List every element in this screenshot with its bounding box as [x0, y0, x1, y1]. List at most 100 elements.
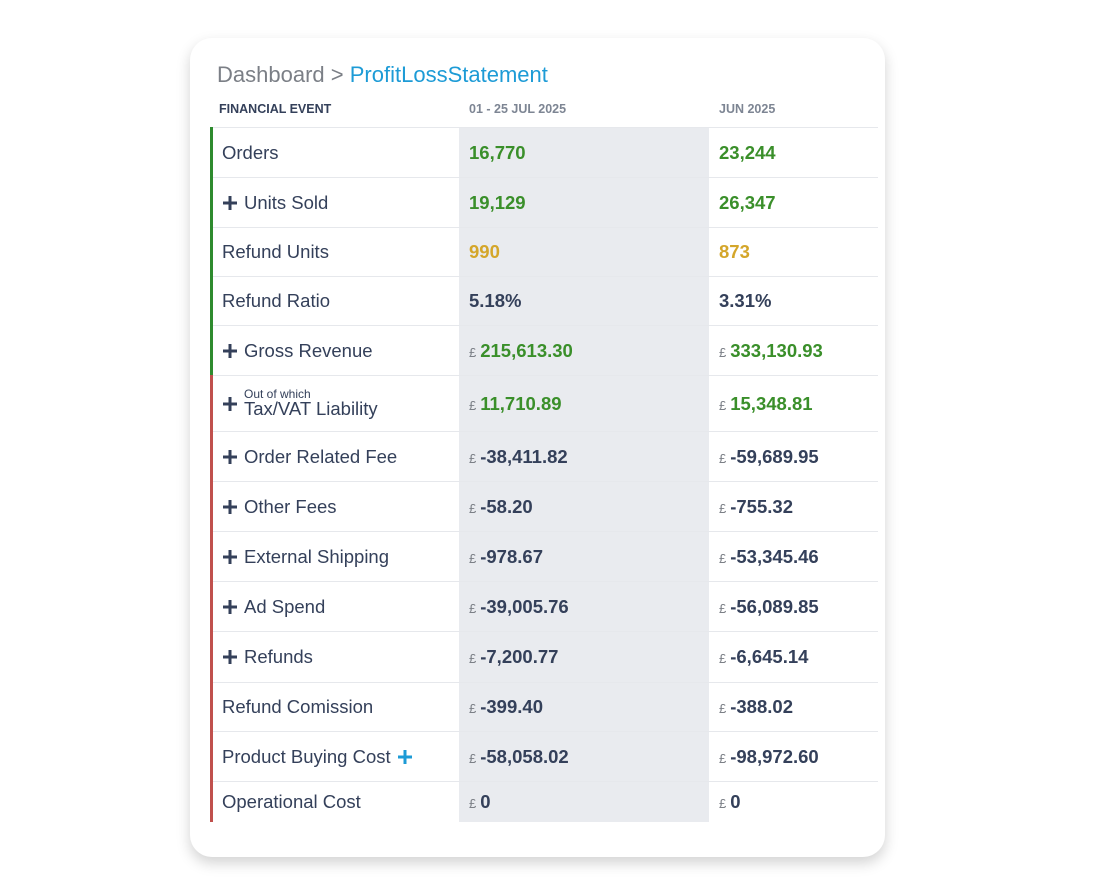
row-accent	[210, 325, 213, 375]
value: £ -6,645.14	[719, 632, 808, 682]
currency-symbol: £	[719, 450, 727, 466]
row-accent	[210, 682, 213, 731]
currency-symbol: £	[719, 651, 727, 666]
currency-symbol: £	[469, 550, 477, 566]
expand-icon[interactable]	[222, 396, 238, 412]
value-cell: £0	[459, 782, 709, 822]
value-cell: 990	[459, 228, 709, 276]
breadcrumb: Dashboard > ProfitLossStatement	[217, 62, 548, 88]
value: 873	[719, 228, 750, 276]
row-label: Order Related Fee	[244, 445, 398, 467]
value: 990	[469, 228, 500, 276]
expand-icon[interactable]	[222, 343, 238, 359]
amount: -53,345.46	[730, 545, 819, 567]
row-accent	[210, 631, 213, 682]
value-cell: 16,770	[459, 128, 709, 177]
row-sublabel: Out of which	[244, 387, 311, 402]
value-cell: £ -6,645.14	[709, 632, 878, 682]
expand-icon[interactable]	[222, 649, 238, 665]
row-label: Refund Comission	[222, 696, 374, 717]
expand-icon[interactable]	[397, 749, 413, 765]
value: £ -39,005.76	[469, 582, 569, 631]
currency-symbol: £	[469, 750, 477, 766]
expand-icon[interactable]	[222, 549, 238, 565]
value: £215,613.30	[469, 326, 573, 375]
row-label-cell: External Shipping	[213, 532, 459, 581]
currency-symbol: £	[719, 750, 727, 766]
value-cell: £11,710.89	[459, 376, 709, 431]
value-cell: £333,130.93	[709, 326, 878, 375]
amount: 215,613.30	[480, 339, 573, 361]
table-row: Refund Ratio 5.18% 3.31%	[210, 276, 878, 325]
row-label-cell: Refund Comission	[213, 683, 459, 731]
value-cell: £ -58.20	[459, 482, 709, 531]
amount: 0	[480, 791, 491, 812]
value-cell: £215,613.30	[459, 326, 709, 375]
expand-icon[interactable]	[222, 599, 238, 615]
value: £ -56,089.85	[719, 582, 819, 631]
row-accent	[210, 781, 213, 822]
amount: 16,770	[469, 141, 526, 163]
value: £ -58.20	[469, 482, 533, 531]
row-label-cell: Ad Spend	[213, 582, 459, 631]
expand-icon[interactable]	[222, 499, 238, 515]
column-header: 01 - 25 JUL 2025	[469, 102, 567, 116]
row-label: Tax/VAT Liability	[244, 398, 378, 420]
row-label-cell: Refunds	[213, 632, 459, 682]
row-label: Refund Units	[222, 241, 329, 262]
value: 3.31%	[719, 277, 771, 325]
value: £ -58,058.02	[469, 732, 569, 781]
amount: -388.02	[730, 696, 793, 717]
table-row: Operational Cost £0 £0	[210, 781, 878, 822]
currency-symbol: £	[469, 344, 477, 360]
table-row: Orders 16,770 23,244	[210, 127, 878, 177]
row-label: Refunds	[244, 646, 313, 667]
amount: 3.31%	[719, 290, 772, 311]
value: 19,129	[469, 178, 526, 227]
table-row: Gross Revenue £215,613.30 £333,130.93	[210, 325, 878, 375]
value-cell: £ -53,345.46	[709, 532, 878, 581]
row-label: Orders	[222, 141, 279, 163]
amount: -755.32	[730, 495, 793, 517]
value: £0	[719, 782, 741, 822]
currency-symbol: £	[719, 550, 727, 566]
value-cell: £0	[709, 782, 878, 822]
amount: -58,058.02	[480, 745, 569, 767]
column-header: JUN 2025	[719, 102, 776, 116]
row-label-cell: Operational Cost	[213, 782, 459, 822]
value-cell: £ -388.02	[709, 683, 878, 731]
value: 26,347	[719, 178, 776, 227]
amount: -399.40	[480, 696, 543, 717]
table-row: Refunds £ -7,200.77 £ -6,645.14	[210, 631, 878, 682]
value: 23,244	[719, 128, 776, 177]
breadcrumb-separator: >	[330, 62, 344, 87]
value-cell: £ -56,089.85	[709, 582, 878, 631]
value: 16,770	[469, 128, 526, 177]
table-row: Product Buying Cost £ -58,058.02 £ -98,972.6…	[210, 731, 878, 781]
value: £ -755.32	[719, 482, 793, 531]
amount: 873	[719, 241, 750, 262]
amount: -59,689.95	[730, 445, 819, 467]
currency-symbol: £	[469, 450, 477, 466]
breadcrumb-root[interactable]: Dashboard	[217, 62, 325, 87]
currency-symbol: £	[719, 600, 727, 616]
value-cell: £ -98,972.60	[709, 732, 878, 781]
expand-icon[interactable]	[222, 449, 238, 465]
table-row: Ad Spend £ -39,005.76 £ -56,089.85	[210, 581, 878, 631]
row-label-cell: Refund Units	[213, 228, 459, 276]
row-accent	[210, 375, 213, 431]
row-label-cell: Other Fees	[213, 482, 459, 531]
expand-icon[interactable]	[222, 195, 238, 211]
amount: 333,130.93	[730, 339, 823, 361]
row-accent	[210, 531, 213, 581]
currency-symbol: £	[469, 796, 477, 811]
value-cell: £ -399.40	[459, 683, 709, 731]
value-cell: £ -39,005.76	[459, 582, 709, 631]
currency-symbol: £	[719, 344, 727, 360]
value: £ -98,972.60	[719, 732, 819, 781]
value-cell: 873	[709, 228, 878, 276]
table-row: Other Fees £ -58.20 £ -755.32	[210, 481, 878, 531]
value: £ -38,411.82	[469, 432, 568, 481]
currency-symbol: £	[469, 701, 477, 716]
amount: 990	[469, 241, 500, 262]
